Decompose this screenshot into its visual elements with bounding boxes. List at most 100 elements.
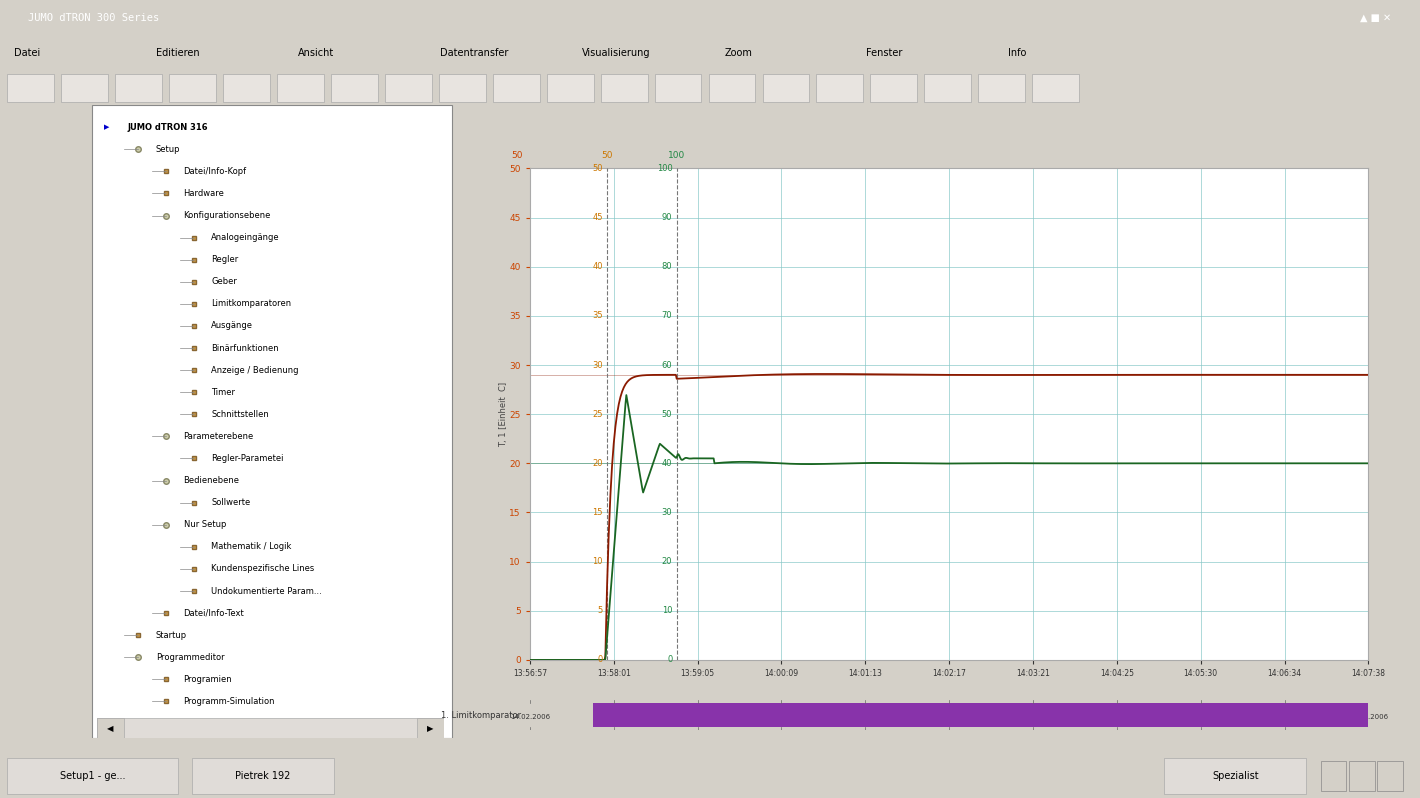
Text: Limitkomparatoren: Limitkomparatoren: [212, 299, 291, 308]
Text: Kundenspezifische Lines: Kundenspezifische Lines: [212, 564, 315, 574]
Bar: [7, 73, 54, 102]
Bar: [601, 73, 648, 102]
Text: 50: 50: [592, 164, 602, 173]
Text: 35: 35: [592, 311, 602, 320]
Text: 14.02.2006: 14.02.2006: [1264, 714, 1305, 720]
Text: Regler: Regler: [212, 255, 239, 264]
Text: ▶: ▶: [104, 124, 109, 130]
Bar: [92, 105, 452, 738]
Text: 14.02.2006: 14.02.2006: [510, 714, 550, 720]
Text: Ausgänge: Ausgänge: [212, 322, 253, 330]
Text: Startup: Startup: [156, 630, 187, 640]
Bar: [7, 758, 178, 793]
Text: ▲ ■ ✕: ▲ ■ ✕: [1360, 13, 1392, 23]
Bar: [416, 718, 444, 738]
Text: Pietrek 192: Pietrek 192: [236, 771, 290, 781]
Text: 20: 20: [662, 557, 672, 566]
Text: 50: 50: [601, 151, 612, 160]
Text: 14.02.2006: 14.02.2006: [1012, 714, 1054, 720]
Text: 80: 80: [662, 263, 672, 271]
Text: 15: 15: [592, 508, 602, 517]
Text: Konfigurationsebene: Konfigurationsebene: [183, 211, 271, 220]
Text: 10: 10: [662, 606, 672, 615]
Text: 45: 45: [592, 213, 602, 222]
Text: 14.02.2006: 14.02.2006: [594, 714, 633, 720]
Bar: [978, 73, 1025, 102]
Text: Nur Setup: Nur Setup: [183, 520, 226, 529]
Text: 100: 100: [656, 164, 672, 173]
Text: 30: 30: [662, 508, 672, 517]
Bar: [277, 73, 324, 102]
Text: 14.02.2006: 14.02.2006: [1180, 714, 1221, 720]
Text: Programm-Simulation: Programm-Simulation: [183, 697, 275, 706]
Text: 5: 5: [598, 606, 602, 615]
Text: Programmeditor: Programmeditor: [156, 653, 224, 662]
Text: 90: 90: [662, 213, 672, 222]
Text: JUMO dTRON 300 Series: JUMO dTRON 300 Series: [28, 13, 159, 23]
Text: Geber: Geber: [212, 277, 237, 286]
Bar: [115, 73, 162, 102]
Text: 14.02.2006: 14.02.2006: [1349, 714, 1389, 720]
Bar: [1377, 760, 1403, 792]
Text: Regler-Parametei: Regler-Parametei: [212, 454, 284, 463]
Text: 14.02.2006: 14.02.2006: [761, 714, 801, 720]
Text: Anzeige / Bedienung: Anzeige / Bedienung: [212, 365, 298, 374]
Bar: [592, 703, 1369, 727]
Text: 40: 40: [662, 459, 672, 468]
Bar: [493, 73, 540, 102]
Bar: [1349, 760, 1375, 792]
Text: 1. Limitkomparator: 1. Limitkomparator: [442, 710, 521, 720]
Bar: [924, 73, 971, 102]
Text: ◀: ◀: [108, 724, 114, 733]
Text: Spezialist: Spezialist: [1213, 771, 1258, 781]
Text: 0: 0: [667, 655, 672, 665]
Text: 40: 40: [592, 263, 602, 271]
Text: 20: 20: [592, 459, 602, 468]
Bar: [385, 73, 432, 102]
Text: Schnittstellen: Schnittstellen: [212, 410, 270, 419]
Text: 14.02.2006: 14.02.2006: [929, 714, 970, 720]
Text: Info: Info: [1008, 48, 1027, 58]
Text: 0: 0: [598, 655, 602, 665]
Bar: [1164, 758, 1306, 793]
Text: Datentransfer: Datentransfer: [440, 48, 508, 58]
Text: Setup: Setup: [156, 144, 180, 154]
Bar: [97, 718, 125, 738]
Text: 60: 60: [662, 361, 672, 369]
Text: Visualisierung: Visualisierung: [582, 48, 650, 58]
Bar: [439, 73, 486, 102]
Text: 70: 70: [662, 311, 672, 320]
Text: Analogeingänge: Analogeingänge: [212, 233, 280, 242]
Bar: [1032, 73, 1079, 102]
Text: ▶: ▶: [427, 724, 433, 733]
Text: Binärfunktionen: Binärfunktionen: [212, 344, 278, 353]
Text: Programien: Programien: [183, 675, 231, 684]
Text: Zoom: Zoom: [724, 48, 753, 58]
Text: Fenster: Fenster: [866, 48, 903, 58]
Text: Ansicht: Ansicht: [298, 48, 335, 58]
Bar: [223, 73, 270, 102]
Text: Datei: Datei: [14, 48, 40, 58]
Text: 100: 100: [667, 151, 686, 160]
Bar: [331, 73, 378, 102]
Bar: [655, 73, 701, 102]
Text: 30: 30: [592, 361, 602, 369]
Bar: [169, 73, 216, 102]
Bar: [192, 758, 334, 793]
Text: Mathematik / Logik: Mathematik / Logik: [212, 543, 291, 551]
Text: 14.02.2006: 14.02.2006: [677, 714, 717, 720]
Y-axis label: T, 1 [Einheit  C]: T, 1 [Einheit C]: [498, 381, 508, 447]
Text: Sollwerte: Sollwerte: [212, 498, 250, 508]
Text: Editieren: Editieren: [156, 48, 200, 58]
Text: Parameterebene: Parameterebene: [183, 432, 254, 441]
Text: 14.02.2006: 14.02.2006: [845, 714, 885, 720]
Text: JUMO dTRON 316: JUMO dTRON 316: [128, 123, 209, 132]
Text: Datei/Info-Text: Datei/Info-Text: [183, 609, 244, 618]
Text: Timer: Timer: [212, 388, 236, 397]
Bar: [1321, 760, 1346, 792]
Bar: [763, 73, 809, 102]
Text: 50: 50: [511, 151, 523, 160]
Bar: [709, 73, 755, 102]
Text: Datei/Info-Kopf: Datei/Info-Kopf: [183, 167, 247, 176]
Text: 25: 25: [592, 409, 602, 419]
